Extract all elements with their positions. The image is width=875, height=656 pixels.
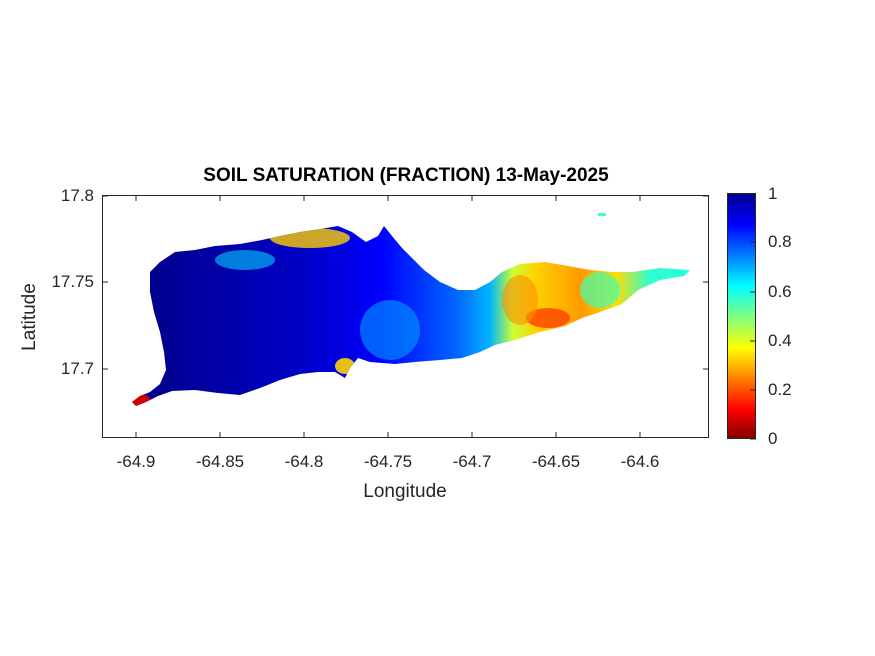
ytick-label: 17.7 <box>60 359 94 378</box>
map-title: SOIL SATURATION (FRACTION) 13-May-2025 <box>203 165 609 186</box>
xtick-label: -64.65 <box>531 452 581 471</box>
colorbar-tick-label: 0.8 <box>768 232 792 251</box>
xtick-label: -64.9 <box>116 452 156 471</box>
colorbar-tick-label: 0.4 <box>768 331 792 350</box>
island-raster <box>132 213 690 406</box>
x-axis-label: Longitude <box>363 481 447 502</box>
ytick-label: 17.75 <box>51 272 94 291</box>
colorbar-tick-label: 1 <box>768 184 778 203</box>
xtick-label: -64.8 <box>284 452 324 471</box>
y-axis-label: Latitude <box>19 283 40 351</box>
xtick-label: -64.7 <box>452 452 492 471</box>
colorbar <box>727 193 756 439</box>
xtick-label: -64.6 <box>620 452 660 471</box>
colorbar-tick-label: 0 <box>768 429 778 448</box>
ytick-label: 17.8 <box>60 186 94 205</box>
xtick-label: -64.75 <box>363 452 413 471</box>
colorbar-gradient <box>727 193 756 439</box>
xtick-label: -64.85 <box>195 452 245 471</box>
colorbar-tick-label: 0.6 <box>768 282 792 301</box>
colorbar-tick-label: 0.2 <box>768 380 792 399</box>
